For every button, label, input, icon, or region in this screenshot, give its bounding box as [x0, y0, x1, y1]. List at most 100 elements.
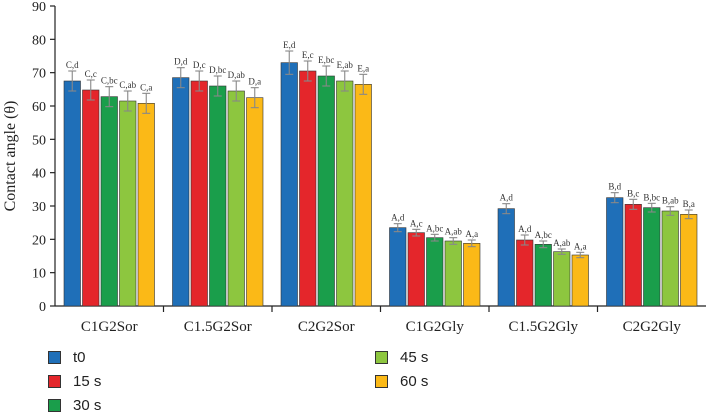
error-bar: [576, 251, 585, 259]
legend-item: 45 s: [375, 349, 428, 366]
significance-label: A,bc: [535, 230, 552, 240]
error-bar: [195, 70, 204, 92]
error-bar: [340, 70, 349, 92]
y-tick-label: 30: [32, 200, 46, 215]
error-bar: [393, 223, 402, 233]
error-bar: [610, 192, 619, 204]
error-bar: [303, 60, 312, 82]
bar: [426, 237, 444, 307]
x-category-label: C1.5G2Gly: [508, 319, 578, 335]
bar: [280, 62, 298, 307]
bar: [190, 80, 208, 307]
bar: [119, 100, 137, 307]
error-bar: [647, 202, 656, 213]
significance-label: E,d: [283, 40, 296, 50]
significance-label: B,bc: [643, 192, 660, 202]
y-tick-label: 50: [32, 133, 46, 148]
error-bar: [68, 70, 77, 92]
y-tick-label: 80: [32, 33, 46, 48]
bar: [444, 240, 462, 307]
error-bar: [142, 92, 151, 114]
significance-label: D,bc: [209, 65, 226, 75]
legend-label: t0: [73, 349, 86, 366]
y-tick-label: 0: [39, 300, 46, 315]
legend-swatch: [48, 375, 61, 388]
bar: [63, 80, 81, 307]
significance-label: B,c: [627, 188, 639, 198]
bar: [661, 210, 679, 307]
legend-item: 15 s: [48, 373, 101, 390]
bar-group: E,d E,c E,bc E,ab E,a: [280, 40, 372, 307]
error-bar: [359, 73, 368, 95]
significance-label: C,c: [85, 69, 97, 79]
error-bar: [684, 209, 693, 220]
bar-groups: C,d C,c C,bc C,ab C,a D,d D,c D,bc D,abD,a E,d E,c…: [63, 40, 698, 307]
y-tick-label: 90: [32, 0, 46, 15]
y-ticks: 0 10 20 30 40 50 60 70 80 90: [32, 0, 55, 315]
bar: [407, 232, 425, 307]
error-bar: [557, 248, 566, 255]
legend-item: 30 s: [48, 397, 101, 414]
bar: [643, 207, 661, 307]
significance-label: A,ab: [553, 238, 571, 248]
bar: [209, 85, 227, 307]
bar-group: B,d B,c B,bc B,ab B,a: [606, 182, 698, 307]
significance-label: D,c: [193, 60, 206, 70]
x-category-label: C2G2Gly: [623, 319, 682, 335]
significance-label: B,a: [683, 199, 695, 209]
legend-swatch: [48, 399, 61, 412]
error-bar: [176, 67, 185, 89]
error-bar: [105, 86, 114, 108]
contact-angle-chart: 0 10 20 30 40 50 60 70 80 90 C,d C,c C,bc C,ab C,a D,d…: [2, 0, 706, 335]
legend-swatch: [375, 375, 388, 388]
x-category-label: C1.5G2Sor: [184, 319, 252, 335]
bar-group: A,dA,dA,bcA,ab A,a: [497, 193, 589, 307]
significance-label: E,ab: [337, 60, 354, 70]
x-category-label: C2G2Sor: [298, 319, 355, 335]
bar: [227, 90, 245, 307]
error-bar: [520, 234, 529, 246]
bar: [624, 204, 642, 307]
legend-swatch: [48, 351, 61, 364]
bar: [354, 84, 372, 307]
y-tick-label: 70: [32, 67, 46, 82]
bar: [497, 208, 515, 307]
significance-label: D,a: [248, 77, 261, 87]
error-bar: [412, 228, 421, 237]
x-categories: C1G2Sor C1.5G2Sor C2G2Sor C1G2Gly C1.5G2Gly C…: [81, 306, 682, 335]
bar: [553, 251, 571, 307]
significance-label: A,d: [518, 224, 532, 234]
error-bar: [502, 203, 511, 215]
bar: [534, 244, 552, 307]
significance-label: B,ab: [662, 196, 679, 206]
error-bar: [250, 87, 259, 109]
significance-label: E,a: [357, 63, 369, 73]
bar-group: D,d D,c D,bc D,abD,a: [172, 57, 264, 307]
y-tick-label: 20: [32, 233, 46, 248]
x-category-label: C1G2Sor: [81, 319, 138, 335]
significance-label: B,d: [608, 182, 621, 192]
significance-label: A,a: [574, 241, 587, 251]
significance-label: A,d: [391, 213, 405, 223]
y-tick-label: 10: [32, 267, 46, 282]
error-bar: [322, 65, 331, 87]
bar-group: A,d A,c A,bc A,ab A,a: [389, 213, 481, 307]
error-bar: [86, 79, 95, 101]
significance-label: A,d: [500, 193, 514, 203]
legend-item: t0: [48, 349, 86, 366]
bar: [317, 75, 335, 307]
legend-item: 60 s: [375, 373, 428, 390]
legend-swatch: [375, 351, 388, 364]
significance-label: C,d: [66, 60, 79, 70]
legend-label: 45 s: [400, 349, 429, 366]
legend-label: 60 s: [400, 373, 429, 390]
significance-label: D,ab: [228, 70, 246, 80]
bar: [571, 254, 589, 307]
bar: [172, 77, 190, 307]
significance-label: E,c: [302, 50, 314, 60]
bar: [246, 97, 264, 307]
bar: [82, 89, 100, 307]
bar: [463, 243, 481, 307]
bar: [137, 103, 155, 307]
legend-label: 30 s: [73, 397, 102, 414]
